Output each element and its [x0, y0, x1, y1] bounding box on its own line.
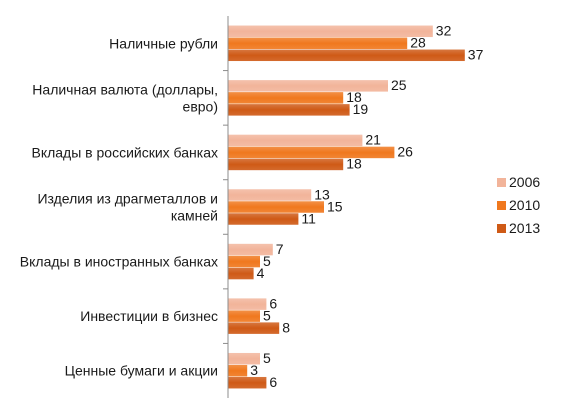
bar-2006-cat-6: [228, 352, 260, 365]
bar-2013-cat-6: [228, 376, 267, 389]
value-label-2010-cat-0: 28: [410, 35, 426, 51]
legend-label-2013: 2013: [509, 220, 540, 236]
value-label-2006-cat-1: 25: [391, 77, 407, 93]
value-label-2013-cat-6: 6: [269, 374, 277, 390]
legend-label-2006: 2006: [509, 174, 540, 190]
bar-2010-cat-4: [228, 255, 260, 268]
value-label-2010-cat-2: 26: [397, 144, 413, 160]
bar-2010-cat-3: [228, 201, 324, 213]
legend-label-2010: 2010: [509, 197, 540, 213]
category-label-2: Вклады в российских банках: [31, 144, 218, 160]
value-label-2006-cat-5: 6: [269, 295, 277, 311]
legend: 2006 2010 2013: [497, 174, 540, 236]
category-label-1: Наличная валюта (доллары, евро): [32, 81, 218, 114]
bar-2006-cat-4: [228, 243, 273, 256]
bar-2010-cat-6: [228, 364, 248, 377]
value-label-2010-cat-5: 5: [263, 307, 271, 323]
bar-2006-cat-3: [228, 189, 312, 201]
category-label-line: Вклады в иностранных банках: [20, 254, 218, 270]
value-label-2006-cat-3: 13: [314, 186, 330, 202]
category-label-line: Изделия из драгметаллов и: [37, 191, 218, 207]
bar-2006-cat-1: [228, 80, 388, 92]
value-label-2013-cat-5: 8: [282, 319, 290, 335]
legend-swatch-2010: [497, 201, 506, 210]
bar-2013-cat-3: [228, 213, 299, 225]
value-label-2010-cat-6: 3: [250, 362, 258, 378]
bar-2013-cat-4: [228, 267, 254, 280]
category-label-0: Наличные рубли: [109, 35, 218, 51]
category-label-line: евро): [183, 98, 218, 114]
bar-2013-cat-2: [228, 158, 344, 171]
value-label-2010-cat-1: 18: [346, 89, 362, 105]
category-label-3: Изделия из драгметаллов и камней: [37, 191, 218, 224]
bar-2013-cat-0: [228, 49, 465, 62]
bar-2013-cat-5: [228, 322, 280, 334]
category-label-line: Ценные бумаги и акции: [65, 363, 218, 379]
category-label-6: Ценные бумаги и акции: [65, 363, 218, 379]
value-label-2006-cat-4: 7: [276, 241, 284, 257]
bar-2010-cat-0: [228, 37, 408, 50]
value-label-2006-cat-0: 32: [436, 23, 452, 39]
bars-layer: [228, 25, 465, 389]
bar-2006-cat-0: [228, 25, 433, 38]
bar-2010-cat-5: [228, 310, 260, 322]
category-label-line: Наличные рубли: [109, 35, 218, 51]
bar-2010-cat-1: [228, 92, 344, 104]
bar-2006-cat-2: [228, 134, 363, 147]
value-label-2013-cat-0: 37: [468, 47, 484, 63]
value-label-2006-cat-2: 21: [365, 132, 381, 148]
category-label-line: Инвестиции в бизнес: [80, 308, 218, 324]
bar-2010-cat-2: [228, 146, 395, 159]
category-label-line: Наличная валюта (доллары,: [32, 81, 218, 97]
value-label-2013-cat-4: 4: [257, 265, 265, 281]
category-label-line: Вклады в российских банках: [31, 144, 218, 160]
category-label-4: Вклады в иностранных банках: [20, 254, 218, 270]
category-labels: Наличные рубли Наличная валюта (доллары, е…: [20, 35, 228, 379]
value-label-2010-cat-3: 15: [327, 198, 343, 214]
value-label-2006-cat-6: 5: [263, 350, 271, 366]
value-label-2013-cat-3: 11: [301, 210, 316, 226]
category-label-line: камней: [171, 208, 218, 224]
category-label-5: Инвестиции в бизнес: [80, 308, 218, 324]
legend-swatch-2013: [497, 224, 506, 233]
bar-2013-cat-1: [228, 104, 350, 116]
value-label-2010-cat-4: 5: [263, 253, 271, 269]
legend-swatch-2006: [497, 178, 506, 187]
value-label-2013-cat-2: 18: [346, 156, 362, 172]
value-label-2013-cat-1: 19: [353, 101, 369, 117]
bar-2006-cat-5: [228, 298, 267, 310]
